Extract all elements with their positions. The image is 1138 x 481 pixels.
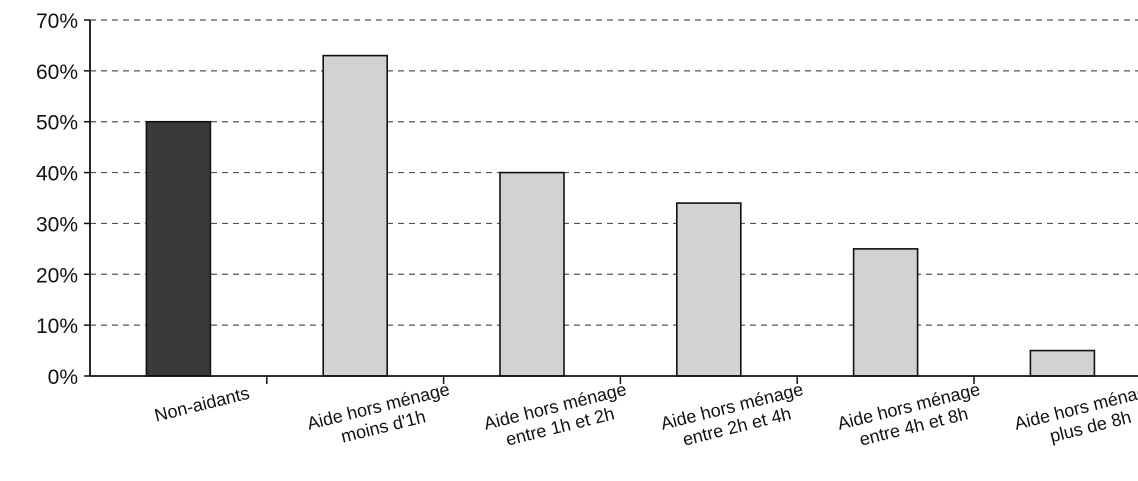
- y-tick-label: 60%: [36, 61, 78, 84]
- y-tick-label: 10%: [36, 315, 78, 338]
- bar: [499, 171, 565, 377]
- bar: [1029, 349, 1096, 377]
- bar: [852, 248, 919, 377]
- y-tick-label: 30%: [36, 213, 78, 236]
- axes: [84, 19, 1138, 384]
- y-tick-label: 0%: [48, 366, 78, 389]
- y-tick-label: 20%: [36, 264, 78, 287]
- x-tick-label-line: Non-aidants: [152, 383, 251, 426]
- y-tick-label: 70%: [36, 10, 78, 33]
- x-tick-label: Aide hors ménagemoins d'1h: [305, 379, 457, 454]
- bar: [322, 54, 389, 377]
- x-tick-label: Aide hors ménageplus de 8h: [1012, 379, 1138, 454]
- x-tick-label: Aide hors ménageentre 2h et 4h: [659, 379, 811, 454]
- bar: [145, 120, 212, 377]
- y-tick-labels: 0% 10% 20% 30% 40% 50% 60% 70%: [36, 10, 78, 389]
- y-tick-label: 50%: [36, 112, 78, 135]
- bar: [675, 202, 742, 377]
- x-tick-label: Aide hors ménageentre 1h et 2h: [482, 379, 634, 454]
- x-tick-label: Non-aidants: [152, 383, 251, 426]
- x-tick-labels: Non-aidants Aide hors ménagemoins d'1h Aid…: [152, 379, 1138, 454]
- bars: [145, 54, 1096, 377]
- x-tick-label: Aide hors ménageentre 4h et 8h: [835, 379, 987, 454]
- y-tick-label: 40%: [36, 163, 78, 186]
- gridlines: [90, 19, 1138, 326]
